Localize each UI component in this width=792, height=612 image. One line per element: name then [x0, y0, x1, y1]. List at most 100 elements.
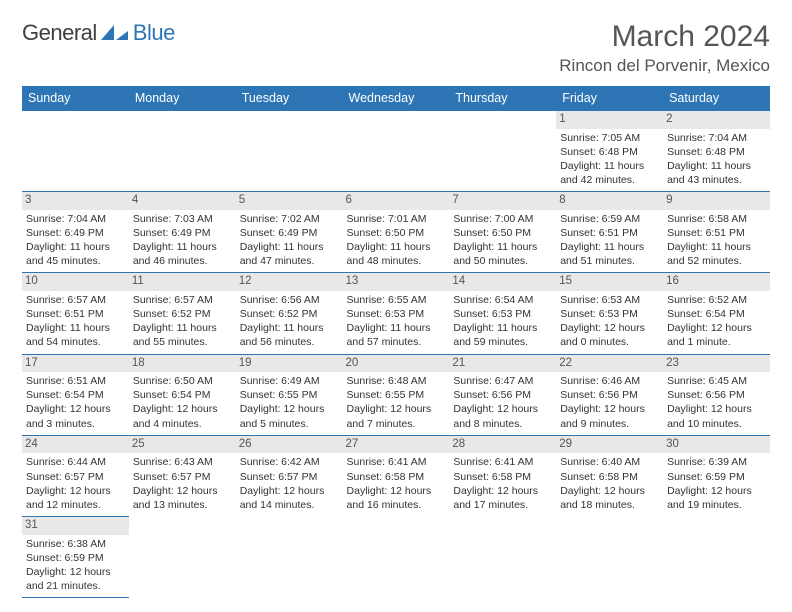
daylight-text: Daylight: 11 hours — [347, 321, 446, 335]
daylight-text: and 12 minutes. — [26, 498, 125, 512]
day-number: 4 — [129, 192, 236, 210]
calendar-cell: 9Sunrise: 6:58 AMSunset: 6:51 PMDaylight… — [663, 192, 770, 273]
sunset-text: Sunset: 6:55 PM — [240, 388, 339, 402]
daylight-text: Daylight: 12 hours — [667, 321, 766, 335]
calendar-cell: 31Sunrise: 6:38 AMSunset: 6:59 PMDayligh… — [22, 517, 129, 598]
sunset-text: Sunset: 6:51 PM — [667, 226, 766, 240]
calendar-cell — [343, 111, 450, 192]
calendar-cell: 5Sunrise: 7:02 AMSunset: 6:49 PMDaylight… — [236, 192, 343, 273]
calendar-cell: 19Sunrise: 6:49 AMSunset: 6:55 PMDayligh… — [236, 354, 343, 435]
daylight-text: Daylight: 12 hours — [26, 565, 125, 579]
calendar-cell: 11Sunrise: 6:57 AMSunset: 6:52 PMDayligh… — [129, 273, 236, 354]
sunrise-text: Sunrise: 6:42 AM — [240, 455, 339, 469]
day-number: 11 — [129, 273, 236, 291]
day-number: 17 — [22, 355, 129, 373]
daylight-text: Daylight: 11 hours — [133, 240, 232, 254]
sunrise-text: Sunrise: 6:55 AM — [347, 293, 446, 307]
calendar-row: 17Sunrise: 6:51 AMSunset: 6:54 PMDayligh… — [22, 354, 770, 435]
sunrise-text: Sunrise: 6:58 AM — [667, 212, 766, 226]
day-number: 30 — [663, 436, 770, 454]
day-number: 28 — [449, 436, 556, 454]
sunrise-text: Sunrise: 7:00 AM — [453, 212, 552, 226]
day-number: 24 — [22, 436, 129, 454]
sunrise-text: Sunrise: 6:40 AM — [560, 455, 659, 469]
calendar-cell — [129, 111, 236, 192]
day-number: 6 — [343, 192, 450, 210]
calendar-row: 24Sunrise: 6:44 AMSunset: 6:57 PMDayligh… — [22, 435, 770, 516]
sunset-text: Sunset: 6:48 PM — [560, 145, 659, 159]
sunset-text: Sunset: 6:51 PM — [26, 307, 125, 321]
sail-icon — [100, 24, 130, 42]
sunset-text: Sunset: 6:53 PM — [560, 307, 659, 321]
daylight-text: and 43 minutes. — [667, 173, 766, 187]
daylight-text: and 52 minutes. — [667, 254, 766, 268]
header: General Blue March 2024 Rincon del Porve… — [22, 20, 770, 76]
daylight-text: and 7 minutes. — [347, 417, 446, 431]
calendar-cell — [343, 517, 450, 598]
daylight-text: and 16 minutes. — [347, 498, 446, 512]
daylight-text: and 45 minutes. — [26, 254, 125, 268]
calendar-cell: 7Sunrise: 7:00 AMSunset: 6:50 PMDaylight… — [449, 192, 556, 273]
daylight-text: and 1 minute. — [667, 335, 766, 349]
calendar-table: Sunday Monday Tuesday Wednesday Thursday… — [22, 86, 770, 598]
daylight-text: and 48 minutes. — [347, 254, 446, 268]
calendar-cell: 28Sunrise: 6:41 AMSunset: 6:58 PMDayligh… — [449, 435, 556, 516]
sunrise-text: Sunrise: 6:39 AM — [667, 455, 766, 469]
calendar-cell: 6 Sunrise: 7:01 AMSunset: 6:50 PMDaylight… — [343, 192, 450, 273]
weekday-header: Friday — [556, 86, 663, 111]
daylight-text: and 5 minutes. — [240, 417, 339, 431]
weekday-header-row: Sunday Monday Tuesday Wednesday Thursday… — [22, 86, 770, 111]
day-number: 8 — [556, 192, 663, 210]
calendar-row: 10 Sunrise: 6:57 AM Sunset: 6:51 PM Dayligh… — [22, 273, 770, 354]
calendar-cell: 21Sunrise: 6:47 AMSunset: 6:56 PMDayligh… — [449, 354, 556, 435]
sunset-text: Sunset: 6:56 PM — [453, 388, 552, 402]
daylight-text: Daylight: 12 hours — [667, 402, 766, 416]
day-number: 10 — [22, 273, 129, 291]
calendar-cell: 13Sunrise: 6:55 AMSunset: 6:53 PMDayligh… — [343, 273, 450, 354]
sunrise-text: Sunrise: 6:57 AM — [133, 293, 232, 307]
day-number: 3 — [22, 192, 129, 210]
calendar-cell: 23Sunrise: 6:45 AMSunset: 6:56 PMDayligh… — [663, 354, 770, 435]
calendar-cell: 26Sunrise: 6:42 AMSunset: 6:57 PMDayligh… — [236, 435, 343, 516]
calendar-cell: 18Sunrise: 6:50 AMSunset: 6:54 PMDayligh… — [129, 354, 236, 435]
daylight-text: Daylight: 12 hours — [560, 484, 659, 498]
day-number: 2 — [663, 111, 770, 129]
daylight-text: Daylight: 11 hours — [560, 159, 659, 173]
day-number: 21 — [449, 355, 556, 373]
sunrise-text: Sunrise: 7:02 AM — [240, 212, 339, 226]
sunset-text: Sunset: 6:54 PM — [667, 307, 766, 321]
daylight-text: and 50 minutes. — [453, 254, 552, 268]
calendar-cell: 22Sunrise: 6:46 AMSunset: 6:56 PMDayligh… — [556, 354, 663, 435]
sunset-text: Sunset: 6:58 PM — [347, 470, 446, 484]
calendar-cell: 29Sunrise: 6:40 AMSunset: 6:58 PMDayligh… — [556, 435, 663, 516]
daylight-text: and 13 minutes. — [133, 498, 232, 512]
sunrise-text: Sunrise: 6:41 AM — [347, 455, 446, 469]
calendar-cell: 3Sunrise: 7:04 AMSunset: 6:49 PMDaylight… — [22, 192, 129, 273]
sunrise-text: Sunrise: 6:50 AM — [133, 374, 232, 388]
daylight-text: and 42 minutes. — [560, 173, 659, 187]
sunrise-text: Sunrise: 6:48 AM — [347, 374, 446, 388]
sunset-text: Sunset: 6:57 PM — [133, 470, 232, 484]
weekday-header: Tuesday — [236, 86, 343, 111]
sunrise-text: Sunrise: 7:01 AM — [347, 212, 446, 226]
daylight-text: Daylight: 12 hours — [560, 402, 659, 416]
daylight-text: Daylight: 12 hours — [133, 484, 232, 498]
calendar-cell: 20Sunrise: 6:48 AMSunset: 6:55 PMDayligh… — [343, 354, 450, 435]
calendar-cell: 24Sunrise: 6:44 AMSunset: 6:57 PMDayligh… — [22, 435, 129, 516]
title-block: March 2024 Rincon del Porvenir, Mexico — [559, 20, 770, 76]
calendar-cell: 25Sunrise: 6:43 AMSunset: 6:57 PMDayligh… — [129, 435, 236, 516]
day-number: 15 — [556, 273, 663, 291]
day-number: 12 — [236, 273, 343, 291]
day-number: 27 — [343, 436, 450, 454]
sunset-text: Sunset: 6:54 PM — [26, 388, 125, 402]
sunset-text: Sunset: 6:49 PM — [26, 226, 125, 240]
sunset-text: Sunset: 6:56 PM — [560, 388, 659, 402]
sunset-text: Sunset: 6:50 PM — [347, 226, 446, 240]
daylight-text: and 57 minutes. — [347, 335, 446, 349]
calendar-cell — [236, 111, 343, 192]
sunrise-text: Sunrise: 6:45 AM — [667, 374, 766, 388]
daylight-text: and 18 minutes. — [560, 498, 659, 512]
daylight-text: Daylight: 11 hours — [347, 240, 446, 254]
daylight-text: and 51 minutes. — [560, 254, 659, 268]
day-number: 26 — [236, 436, 343, 454]
